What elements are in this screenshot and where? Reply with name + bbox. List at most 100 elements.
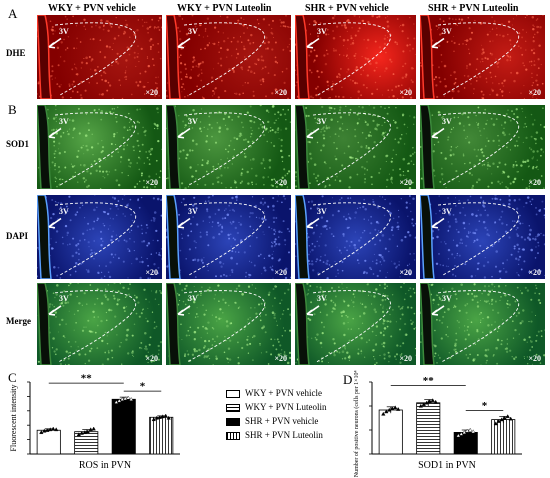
ventricle-label: 3V [317,206,327,216]
data-point [76,432,81,437]
data-point [427,398,432,403]
micrograph-dapi-shr-luteolin: 3V ×20 [420,195,545,279]
data-point [42,428,47,433]
micrograph-dhe-wky-luteolin: 3V ×20 [166,15,291,99]
ventricle-label: 3V [188,206,198,216]
data-point [424,400,429,405]
data-point [421,402,426,406]
data-point [82,430,87,434]
ventricle-label: 3V [188,294,198,304]
data-point [39,430,44,434]
magnification-label: ×20 [145,178,158,187]
data-point [471,429,476,434]
legend-label-wky-luteolin: WKY + PVN Luteolin [245,402,327,412]
data-point [154,415,159,420]
row-label-dapi: DAPI [6,231,28,241]
magnification-label: ×20 [274,178,287,187]
magnification-label: ×20 [274,268,287,277]
legend-swatch-wky-vehicle [226,390,240,398]
data-point [120,397,125,401]
micrograph-sod1-wky-luteolin: 3V ×20 [166,105,291,189]
data-point [393,405,398,410]
y-axis-label: Fluorescent intensity [9,385,18,452]
micrograph-dhe-shr-luteolin: 3V ×20 [420,15,545,99]
ventricle-label: 3V [442,26,452,36]
row-label-dhe: DHE [6,48,26,58]
micrograph-merge-wky-luteolin: 3V ×20 [166,283,291,365]
legend-label-wky-vehicle: WKY + PVN vehicle [245,388,322,398]
magnification-label: ×20 [145,354,158,363]
data-point [85,429,90,434]
magnification-label: ×20 [145,268,158,277]
data-point [166,415,171,420]
x-axis-label: ROS in PVN [79,460,131,471]
magnification-label: ×20 [528,88,541,97]
significance-label: * [482,400,488,412]
micrograph-merge-wky-vehicle: 3V ×20 [37,283,162,365]
data-point [493,421,498,426]
magnification-label: ×20 [274,354,287,363]
panel-letter-b: B [8,102,17,117]
micrograph-merge-shr-vehicle: 3V ×20 [295,283,416,365]
row-label-sod1: SOD1 [6,139,30,149]
data-point [151,417,156,422]
data-point [160,414,165,419]
micrograph-dhe-shr-vehicle: 3V ×20 [295,15,416,99]
magnification-label: ×20 [399,178,412,187]
data-point [462,430,467,434]
ventricle-label: 3V [442,294,452,304]
ventricle-label: 3V [442,206,452,216]
data-point [48,427,53,432]
data-point [88,427,93,432]
magnification-label: ×20 [274,88,287,97]
data-point [123,396,128,401]
magnification-label: ×20 [399,88,412,97]
data-point [79,430,84,435]
magnification-label: ×20 [528,178,541,187]
data-point [508,416,513,421]
legend-swatch-shr-luteolin [226,432,240,440]
data-point [396,406,401,411]
data-point [433,399,438,404]
ventricle-label: 3V [59,116,69,126]
significance-label: ** [81,373,93,385]
data-point [496,418,501,423]
ventricle-label: 3V [188,26,198,36]
micrograph-sod1-wky-vehicle: 3V ×20 [37,105,162,189]
panel-letter-c: C [8,370,17,385]
ventricle-label: 3V [59,26,69,36]
panel-letter-d: D [343,372,353,387]
magnification-label: ×20 [399,354,412,363]
micrograph-dapi-shr-vehicle: 3V ×20 [295,195,416,279]
data-point [430,398,435,402]
data-point [163,413,168,418]
data-point [157,415,162,419]
column-header-shr-vehicle: SHR + PVN vehicle [305,3,389,14]
data-point [91,426,96,431]
bar-4 [149,416,174,455]
data-point [465,428,470,433]
significance-label: * [140,381,146,393]
significance-label: ** [423,375,435,387]
bar-2 [416,402,441,455]
ventricle-label: 3V [188,116,198,126]
micrograph-dapi-wky-luteolin: 3V ×20 [166,195,291,279]
magnification-label: ×20 [399,268,412,277]
bar-1 [378,409,403,455]
legend: WKY + PVN vehicle WKY + PVN Luteolin SHR… [226,388,344,448]
data-point [381,411,386,416]
data-point [456,433,461,438]
x-axis-label: SOD1 in PVN [418,460,476,471]
data-point [51,426,56,431]
ventricle-label: 3V [59,294,69,304]
bar-3 [111,398,136,455]
magnification-label: ×20 [528,354,541,363]
legend-label-shr-luteolin: SHR + PVN Luteolin [245,430,323,440]
micrograph-dhe-wky-vehicle: 3V ×20 [37,15,162,99]
row-label-merge: Merge [6,316,31,326]
column-header-wky-luteolin: WKY + PVN Luteolin [177,3,272,14]
legend-swatch-wky-luteolin [226,404,240,412]
legend-swatch-shr-vehicle [226,418,240,426]
data-point [126,395,131,400]
